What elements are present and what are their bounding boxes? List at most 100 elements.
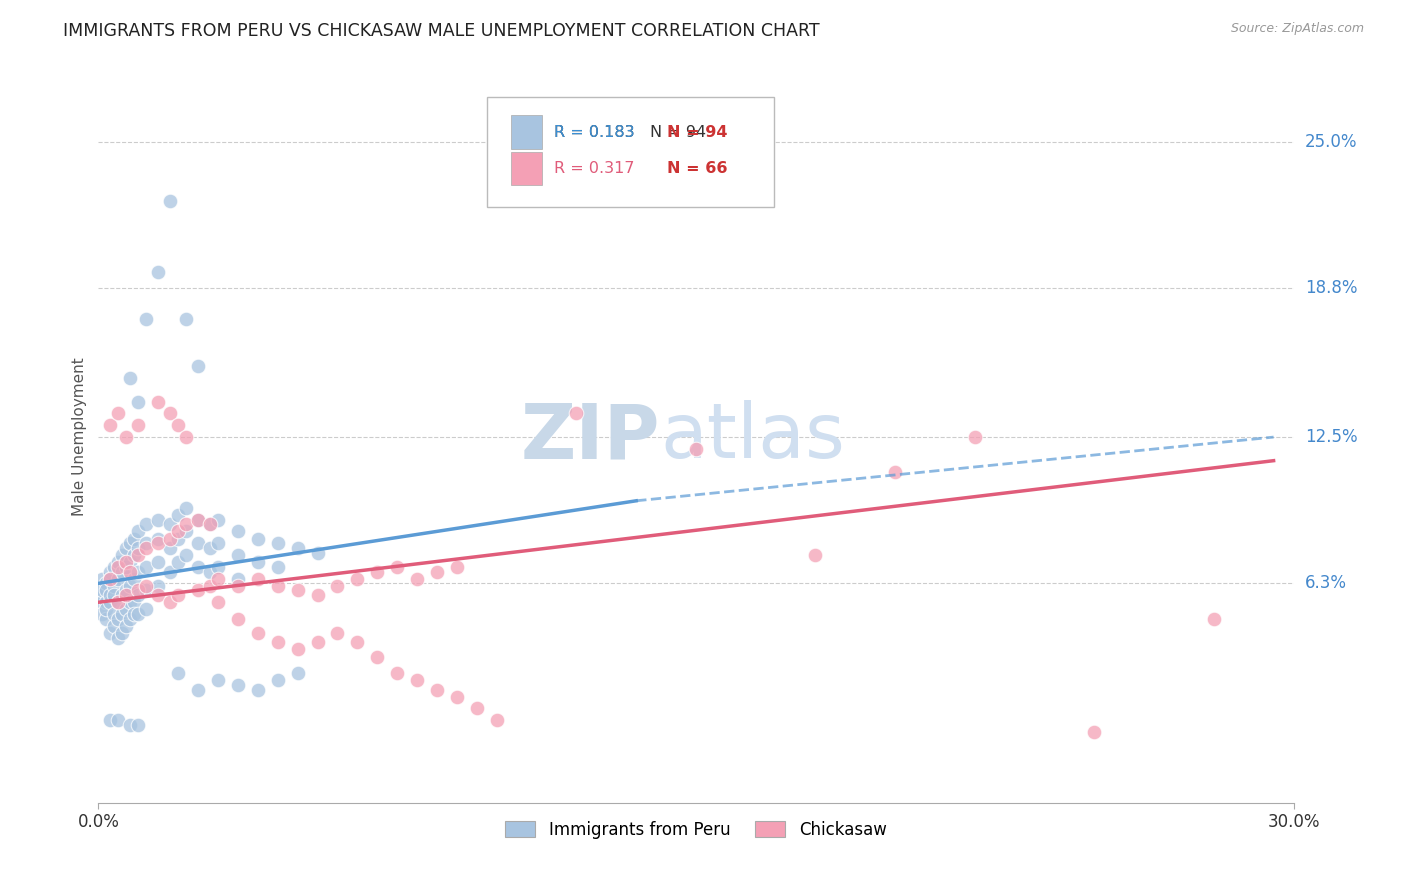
Point: [287, 541, 309, 555]
Point: [103, 559, 125, 574]
Point: [135, 579, 157, 593]
Point: [159, 407, 181, 421]
Point: [159, 541, 181, 555]
Point: [465, 701, 488, 715]
Point: [96, 576, 118, 591]
Point: [198, 541, 221, 555]
Point: [124, 572, 146, 586]
Point: [120, 595, 142, 609]
Point: [187, 513, 209, 527]
Point: [159, 595, 181, 609]
Point: [246, 626, 269, 640]
Point: [120, 718, 142, 732]
Point: [884, 466, 907, 480]
Point: [127, 418, 149, 433]
Point: [159, 517, 181, 532]
Point: [107, 612, 129, 626]
Point: [124, 548, 146, 562]
Point: [107, 713, 129, 727]
Point: [115, 619, 138, 633]
Point: [326, 626, 349, 640]
Point: [98, 626, 122, 640]
Point: [198, 565, 221, 579]
Point: [287, 666, 309, 681]
Point: [120, 579, 142, 593]
Point: [98, 713, 122, 727]
Point: [804, 548, 827, 562]
Point: [120, 536, 142, 550]
Point: [207, 559, 229, 574]
Point: [1083, 725, 1105, 739]
Point: [91, 572, 114, 586]
Text: IMMIGRANTS FROM PERU VS CHICKASAW MALE UNEMPLOYMENT CORRELATION CHART: IMMIGRANTS FROM PERU VS CHICKASAW MALE U…: [63, 22, 820, 40]
Point: [267, 579, 290, 593]
Point: [385, 559, 409, 574]
Point: [446, 690, 468, 704]
Text: 18.8%: 18.8%: [1305, 279, 1357, 297]
Point: [96, 583, 118, 598]
Point: [148, 265, 170, 279]
Point: [127, 583, 149, 598]
Point: [107, 407, 129, 421]
Point: [207, 536, 229, 550]
Point: [127, 524, 149, 539]
Point: [226, 678, 249, 692]
Point: [127, 718, 149, 732]
Point: [267, 673, 290, 687]
Point: [115, 430, 138, 444]
Text: 25.0%: 25.0%: [1305, 133, 1357, 151]
Point: [115, 555, 138, 569]
Point: [267, 635, 290, 649]
Point: [98, 565, 122, 579]
Point: [174, 500, 197, 515]
Point: [366, 649, 388, 664]
Point: [103, 619, 125, 633]
Point: [103, 588, 125, 602]
Text: ZIP: ZIP: [520, 401, 661, 474]
Point: [120, 555, 142, 569]
Point: [187, 536, 209, 550]
Point: [187, 682, 209, 697]
FancyBboxPatch shape: [486, 97, 773, 207]
Point: [148, 536, 170, 550]
Point: [426, 682, 449, 697]
Point: [167, 524, 190, 539]
Point: [287, 583, 309, 598]
Point: [103, 579, 125, 593]
Point: [111, 548, 134, 562]
Point: [963, 430, 986, 444]
Point: [120, 371, 142, 385]
Point: [135, 559, 157, 574]
Point: [207, 572, 229, 586]
Point: [226, 579, 249, 593]
Point: [98, 588, 122, 602]
Point: [135, 536, 157, 550]
Point: [346, 572, 368, 586]
Point: [115, 541, 138, 555]
Point: [127, 607, 149, 621]
Point: [96, 595, 118, 609]
Point: [346, 635, 368, 649]
Point: [307, 546, 329, 560]
Point: [124, 607, 146, 621]
Point: [127, 565, 149, 579]
Point: [127, 588, 149, 602]
Text: R = 0.317: R = 0.317: [554, 161, 634, 176]
Point: [124, 595, 146, 609]
Point: [148, 394, 170, 409]
Point: [174, 312, 197, 326]
Point: [198, 579, 221, 593]
Point: [91, 595, 114, 609]
Point: [174, 430, 197, 444]
Point: [226, 612, 249, 626]
Point: [174, 517, 197, 532]
Text: R = 0.183   N = 94: R = 0.183 N = 94: [554, 125, 706, 139]
Point: [226, 572, 249, 586]
Point: [174, 524, 197, 539]
Point: [96, 612, 118, 626]
Point: [96, 602, 118, 616]
Point: [167, 588, 190, 602]
Text: N = 66: N = 66: [668, 161, 728, 176]
Point: [111, 607, 134, 621]
Point: [326, 579, 349, 593]
